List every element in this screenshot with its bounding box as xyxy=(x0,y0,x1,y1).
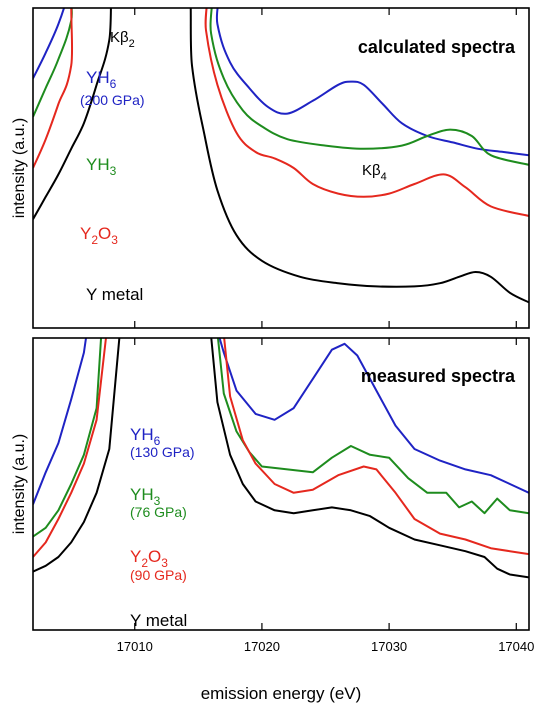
series-line-calc-yh6-200-gpa xyxy=(33,8,529,157)
label-yh3-meas-main: YH xyxy=(130,485,154,504)
label-y2o3-calc-y: Y xyxy=(80,224,91,243)
label-yh6-calc-sub: 6 xyxy=(110,77,117,91)
label-yh6-calc-pressure: (200 GPa) xyxy=(80,92,145,108)
label-y2o3-calc-o: O xyxy=(98,224,111,243)
label-yh6-meas-sub: 6 xyxy=(154,434,161,448)
series-line-meas-yh3-76-gpa xyxy=(33,338,529,538)
kbeta2-annotation: Kβ2 xyxy=(110,29,135,50)
x-tick-label-17040: 17040 xyxy=(498,639,534,654)
series-line-calc-y-metal xyxy=(33,8,529,304)
calculated-panel-title: calculated spectra xyxy=(358,37,516,57)
label-yh6-meas-pressure: (130 GPa) xyxy=(130,444,195,460)
x-axis-label: emission energy (eV) xyxy=(201,684,362,703)
calculated-panel: calculated spectra Kβ2 Kβ4 YH6 (200 GPa)… xyxy=(11,7,530,329)
series-line-meas-yh6-130-gpa xyxy=(33,338,529,505)
calculated-panel-frame xyxy=(32,7,530,329)
label-yh6-meas-main: YH xyxy=(130,425,154,444)
kbeta2-text: Kβ xyxy=(110,29,129,46)
label-y2o3-meas-y: Y xyxy=(130,547,141,566)
label-y2o3-meas: Y2O3 xyxy=(130,547,168,570)
label-yh3-meas-pressure: (76 GPa) xyxy=(130,504,187,520)
label-y2o3-meas-sub2: 3 xyxy=(161,556,168,570)
label-y2o3-calc: Y2O3 xyxy=(80,224,118,247)
measured-panel: measured spectra YH6 (130 GPa) YH3 (76 G… xyxy=(11,337,530,631)
label-yh3-meas-sub: 3 xyxy=(154,494,161,508)
kbeta2-sub: 2 xyxy=(129,38,135,50)
label-yh3-calc: YH3 xyxy=(86,155,117,178)
x-tick-label-17030: 17030 xyxy=(371,639,407,654)
label-y2o3-meas-pressure: (90 GPa) xyxy=(130,567,187,583)
label-y2o3-calc-sub1: 2 xyxy=(91,233,98,247)
measured-panel-frame xyxy=(32,337,530,631)
label-y2o3-meas-o: O xyxy=(148,547,161,566)
series-line-calc-y2o3 xyxy=(33,8,529,217)
label-yh3-meas: YH3 xyxy=(130,485,161,508)
kbeta4-sub: 4 xyxy=(381,171,387,183)
calculated-y-axis-label: intensity (a.u.) xyxy=(11,118,28,218)
x-tick-labels: 17010 17020 17030 17040 xyxy=(117,639,535,654)
label-yh6-calc: YH6 xyxy=(86,68,117,91)
x-tick-label-17020: 17020 xyxy=(244,639,280,654)
kbeta4-text: Kβ xyxy=(362,162,381,179)
label-yh3-calc-main: YH xyxy=(86,155,110,174)
label-yh3-calc-sub: 3 xyxy=(110,164,117,178)
series-line-meas-y2o3-90-gpa xyxy=(33,338,529,558)
label-yh6-meas: YH6 xyxy=(130,425,161,448)
label-y2o3-meas-sub1: 2 xyxy=(141,556,148,570)
measured-y-axis-label: intensity (a.u.) xyxy=(11,434,28,534)
label-yh6-calc-main: YH xyxy=(86,68,110,87)
label-ymetal-meas: Y metal xyxy=(130,611,187,630)
x-tick-label-17010: 17010 xyxy=(117,639,153,654)
label-ymetal-calc: Y metal xyxy=(86,285,143,304)
label-y2o3-calc-sub2: 3 xyxy=(111,233,118,247)
kbeta4-annotation: Kβ4 xyxy=(362,162,387,183)
series-line-meas-y-metal xyxy=(33,338,529,579)
measured-panel-title: measured spectra xyxy=(361,366,516,386)
